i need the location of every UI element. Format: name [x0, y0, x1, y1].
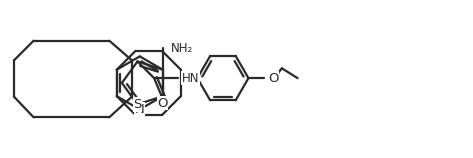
Text: O: O — [268, 72, 279, 85]
Text: NH₂: NH₂ — [171, 42, 193, 55]
Text: S: S — [133, 98, 142, 111]
Text: N: N — [135, 103, 145, 116]
Text: HN: HN — [182, 72, 199, 85]
Text: O: O — [157, 97, 167, 109]
